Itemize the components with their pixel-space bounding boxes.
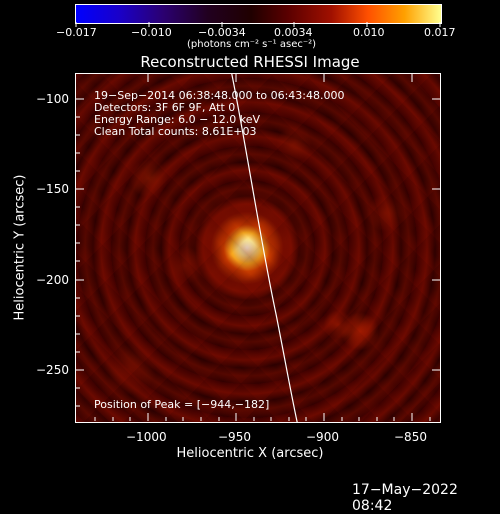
- colorbar-unit: (photons cm⁻² s⁻¹ asec⁻²): [187, 39, 317, 50]
- colorbar-tick-label: −0.0034: [198, 26, 246, 39]
- x-tick-label: −950: [218, 430, 251, 444]
- colorbar-ticks: [75, 22, 441, 27]
- colorbar-tick-label: 0.010: [353, 26, 385, 39]
- y-tick-label: −150: [36, 182, 69, 196]
- footer-timestamp: 17−May−2022 08:42: [352, 482, 458, 514]
- x-tick-label: −1000: [126, 430, 167, 444]
- x-tick-label: −850: [394, 430, 427, 444]
- x-tick-label: −900: [306, 430, 339, 444]
- colorbar-tick-label: −0.010: [131, 26, 172, 39]
- info-time-range: 19−Sep−2014 06:38:48.000 to 06:43:48.000: [94, 89, 345, 102]
- background-texture: [76, 74, 440, 422]
- info-energy: Energy Range: 6.0 − 12.0 keV: [94, 113, 261, 126]
- peak-position: Position of Peak = [−944,−182]: [94, 398, 270, 411]
- axes-ticks: [76, 74, 440, 421]
- solar-limb: [231, 74, 298, 422]
- y-tick-label: −250: [36, 363, 69, 377]
- colorbar-tick-label: 0.017: [424, 26, 456, 39]
- colorbar-tick-label: −0.017: [56, 26, 97, 39]
- x-axis-label: Heliocentric X (arcsec): [176, 446, 324, 461]
- info-detectors: Detectors: 3F 6F 9F, Att 0: [94, 101, 236, 114]
- plot-title: Reconstructed RHESSI Image: [140, 53, 360, 71]
- y-axis-label: Heliocentric Y (arcsec): [12, 174, 28, 321]
- y-tick-label: −200: [36, 273, 69, 287]
- image-panel: 19−Sep−2014 06:38:48.000 to 06:43:48.000…: [75, 73, 441, 423]
- y-tick-label: −100: [36, 92, 69, 106]
- info-counts: Clean Total counts: 8.61E+03: [94, 125, 257, 138]
- colorbar-tick-label: 0.0034: [274, 26, 313, 39]
- colorbar: [75, 4, 442, 24]
